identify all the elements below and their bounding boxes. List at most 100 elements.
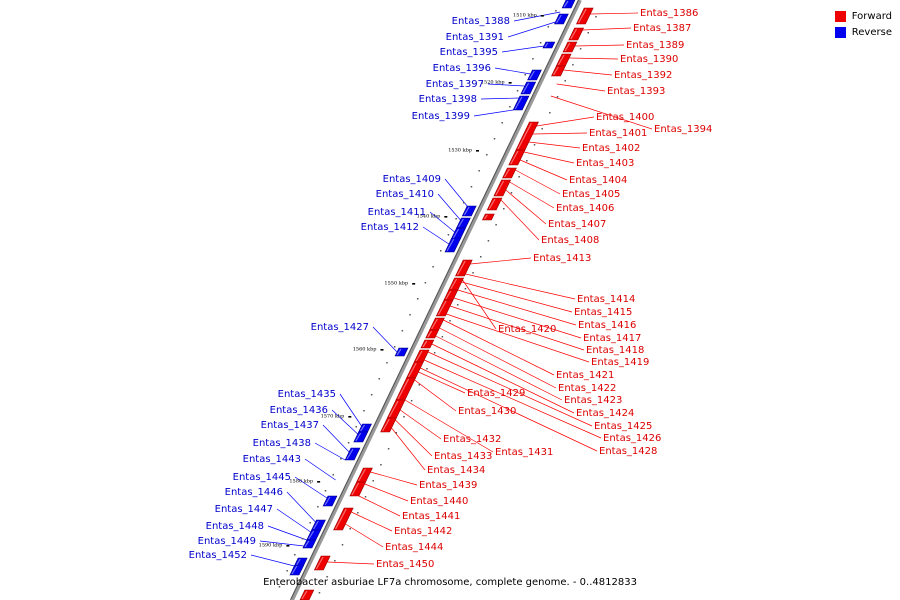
forward-gene-label[interactable]: Entas_1390: [620, 54, 678, 65]
forward-gene-label[interactable]: Entas_1441: [402, 511, 460, 522]
legend-reverse-label: Reverse: [851, 26, 892, 38]
reverse-gene-label[interactable]: Entas_1449: [198, 536, 256, 547]
forward-gene-label[interactable]: Entas_1386: [640, 8, 698, 19]
reverse-gene-label[interactable]: Entas_1395: [440, 47, 498, 58]
forward-gene-label[interactable]: Entas_1422: [558, 383, 616, 394]
forward-gene-label[interactable]: Entas_1450: [376, 559, 434, 570]
reverse-gene-label[interactable]: Entas_1396: [433, 63, 491, 74]
reverse-gene-label[interactable]: Entas_1438: [253, 438, 311, 449]
forward-gene-label[interactable]: Entas_1393: [607, 86, 665, 97]
forward-swatch: [834, 10, 846, 22]
gene-highlight: [522, 82, 530, 94]
forward-gene-label[interactable]: Entas_1415: [574, 307, 632, 318]
tick-mark: [508, 82, 512, 84]
minor-dot: [555, 10, 557, 12]
forward-gene-label[interactable]: Entas_1387: [633, 23, 691, 34]
forward-gene-label[interactable]: Entas_1425: [594, 421, 652, 432]
reverse-gene-label[interactable]: Entas_1452: [189, 550, 247, 561]
forward-gene-label[interactable]: Entas_1434: [427, 465, 485, 476]
forward-gene-label[interactable]: Entas_1405: [562, 189, 620, 200]
forward-gene-label[interactable]: Entas_1440: [410, 496, 468, 507]
gene-labels: 1510 kbp 1520 kbp 1530 kbp 1540 kbp 1550 kbp…: [189, 8, 713, 570]
forward-gene-label[interactable]: Entas_1419: [591, 357, 649, 368]
forward-gene-label[interactable]: Entas_1421: [556, 370, 614, 381]
gene-highlight: [446, 238, 455, 252]
reverse-gene-label[interactable]: Entas_1388: [452, 16, 510, 27]
minor-dot: [447, 234, 450, 236]
reverse-gene-label[interactable]: Entas_1443: [243, 454, 301, 465]
reverse-gene-label[interactable]: Entas_1410: [376, 189, 434, 200]
forward-gene-label[interactable]: Entas_1392: [614, 70, 672, 81]
minor-dot: [456, 304, 459, 306]
forward-gene-label[interactable]: Entas_1416: [578, 320, 636, 331]
forward-gene-label[interactable]: Entas_1418: [586, 345, 644, 356]
reverse-gene-label[interactable]: Entas_1445: [233, 472, 291, 483]
minor-dot: [332, 474, 334, 476]
minor-dot: [564, 80, 566, 82]
forward-gene-label[interactable]: Entas_1403: [576, 158, 634, 169]
forward-gene-label[interactable]: Entas_1426: [603, 433, 661, 444]
forward-leader-line: [391, 427, 426, 471]
forward-gene-label[interactable]: Entas_1401: [589, 128, 647, 139]
reverse-gene-label[interactable]: Entas_1448: [206, 521, 264, 532]
forward-gene-label[interactable]: Entas_1402: [582, 143, 640, 154]
reverse-gene-label[interactable]: Entas_1399: [412, 111, 470, 122]
forward-leader-line: [500, 199, 540, 241]
forward-gene-label[interactable]: Entas_1432: [443, 434, 501, 445]
forward-gene: [502, 167, 517, 179]
reverse-gene: [520, 81, 537, 95]
minor-dot: [355, 426, 358, 428]
forward-gene-label[interactable]: Entas_1417: [583, 333, 641, 344]
forward-gene-label[interactable]: Entas_1414: [577, 294, 635, 305]
backbone-line: [290, 0, 582, 600]
minor-dot: [364, 496, 367, 498]
reverse-gene-label[interactable]: Entas_1398: [419, 94, 477, 105]
forward-gene-label[interactable]: Entas_1431: [495, 447, 553, 458]
forward-gene-label[interactable]: Entas_1400: [596, 112, 654, 123]
reverse-gene-label[interactable]: Entas_1437: [261, 420, 319, 431]
forward-leader-line: [370, 471, 418, 486]
gene-highlight: [458, 218, 464, 228]
forward-gene-label[interactable]: Entas_1423: [564, 395, 622, 406]
reverse-gene-label[interactable]: Entas_1391: [446, 32, 504, 43]
forward-gene-label[interactable]: Entas_1444: [385, 542, 443, 553]
forward-gene-label[interactable]: Entas_1394: [654, 124, 712, 135]
forward-gene-label[interactable]: Entas_1439: [419, 480, 477, 491]
forward-gene-label[interactable]: Entas_1433: [434, 451, 492, 462]
forward-gene-label[interactable]: Entas_1413: [533, 253, 591, 264]
forward-gene-label[interactable]: Entas_1442: [394, 526, 452, 537]
reverse-gene-label[interactable]: Entas_1397: [426, 79, 484, 90]
forward-gene-label[interactable]: Entas_1424: [576, 408, 634, 419]
reverse-gene-label[interactable]: Entas_1446: [225, 487, 283, 498]
forward-gene-label[interactable]: Entas_1420: [498, 324, 556, 335]
forward-gene-label[interactable]: Entas_1430: [458, 406, 516, 417]
reverse-gene-label[interactable]: Entas_1411: [368, 207, 426, 218]
minor-dot: [395, 432, 398, 434]
reverse-leader-line: [437, 193, 461, 221]
forward-gene-label[interactable]: Entas_1404: [569, 175, 627, 186]
forward-leader-line: [404, 399, 494, 453]
forward-gene-label[interactable]: Entas_1407: [548, 219, 606, 230]
reverse-gene-label[interactable]: Entas_1436: [270, 405, 328, 416]
minor-dot: [510, 192, 513, 194]
reverse-gene-label[interactable]: Entas_1447: [215, 504, 273, 515]
minor-dot: [478, 170, 480, 172]
minor-dot: [495, 224, 497, 226]
forward-gene: [455, 259, 473, 277]
tick-mark: [476, 150, 479, 152]
reverse-gene-label[interactable]: Entas_1427: [311, 322, 369, 333]
minor-dot: [449, 320, 451, 322]
reverse-gene-label[interactable]: Entas_1409: [383, 174, 441, 185]
forward-gene-label[interactable]: Entas_1429: [467, 388, 525, 399]
reverse-gene-label[interactable]: Entas_1412: [361, 222, 419, 233]
forward-gene-label[interactable]: Entas_1408: [541, 235, 599, 246]
gene-highlight: [563, 0, 569, 8]
minor-dot: [418, 384, 421, 386]
forward-gene-label[interactable]: Entas_1428: [599, 446, 657, 457]
forward-gene-label[interactable]: Entas_1406: [556, 203, 614, 214]
forward-gene-label[interactable]: Entas_1389: [626, 40, 684, 51]
gene-highlight: [431, 318, 438, 330]
minor-dot: [403, 416, 405, 418]
minor-dot: [349, 528, 351, 530]
reverse-gene-label[interactable]: Entas_1435: [278, 389, 336, 400]
